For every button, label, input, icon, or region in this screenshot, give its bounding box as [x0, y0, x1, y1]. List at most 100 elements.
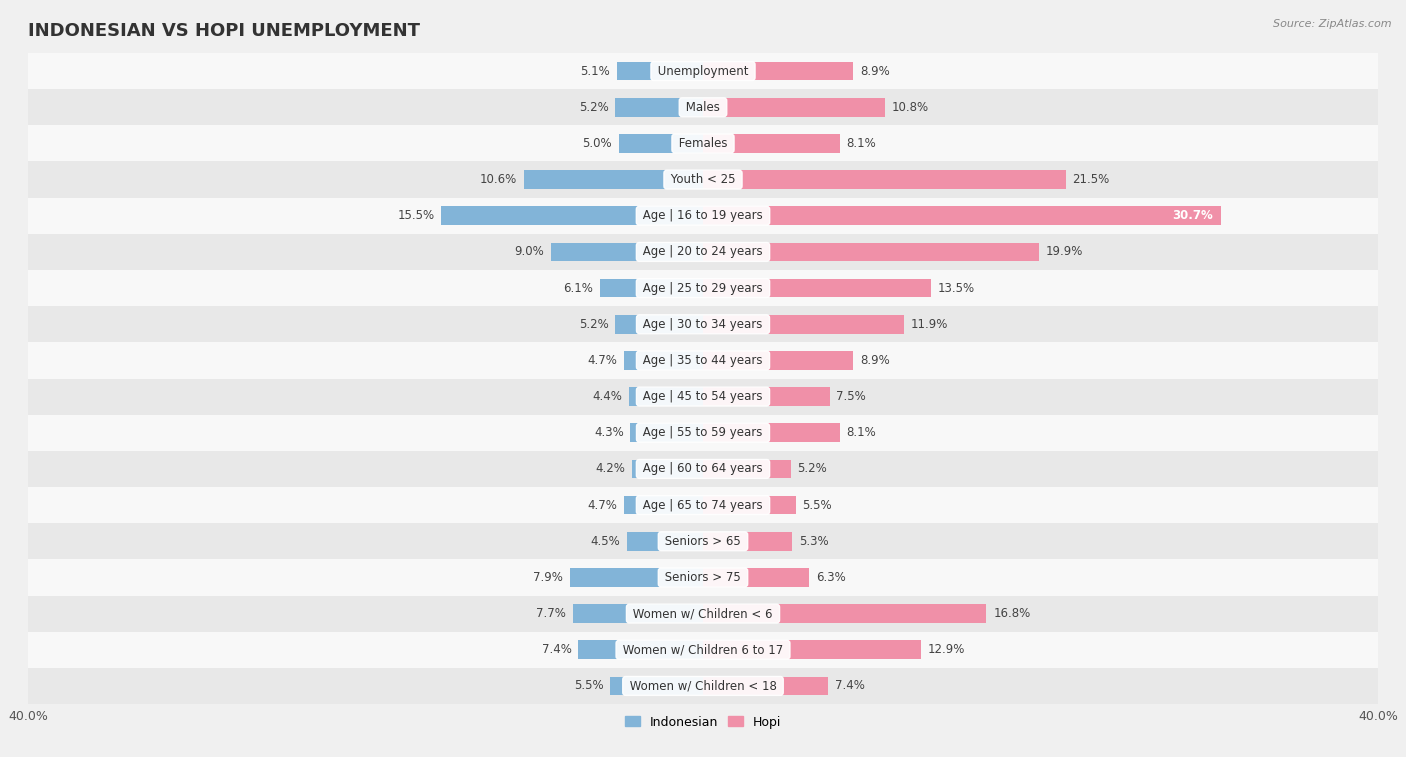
- Bar: [628, 387, 703, 406]
- Text: 4.5%: 4.5%: [591, 534, 620, 548]
- Bar: [703, 279, 931, 298]
- Bar: [28, 198, 1378, 234]
- Text: 5.1%: 5.1%: [581, 64, 610, 77]
- Text: 19.9%: 19.9%: [1046, 245, 1083, 258]
- Text: 15.5%: 15.5%: [398, 209, 434, 223]
- Bar: [28, 270, 1378, 306]
- Text: 9.0%: 9.0%: [515, 245, 544, 258]
- Bar: [28, 559, 1378, 596]
- Text: 5.2%: 5.2%: [579, 101, 609, 114]
- Bar: [627, 532, 703, 550]
- Text: Age | 55 to 59 years: Age | 55 to 59 years: [640, 426, 766, 439]
- Bar: [619, 134, 703, 153]
- Bar: [28, 342, 1378, 378]
- Text: 5.0%: 5.0%: [582, 137, 612, 150]
- Bar: [703, 604, 987, 623]
- Text: 5.5%: 5.5%: [574, 680, 603, 693]
- Text: 4.4%: 4.4%: [592, 390, 621, 403]
- Bar: [28, 234, 1378, 270]
- Text: 12.9%: 12.9%: [928, 643, 965, 656]
- Text: Age | 65 to 74 years: Age | 65 to 74 years: [640, 499, 766, 512]
- Bar: [703, 387, 830, 406]
- Bar: [28, 306, 1378, 342]
- Bar: [703, 496, 796, 515]
- Bar: [28, 523, 1378, 559]
- Bar: [524, 170, 703, 189]
- Text: 13.5%: 13.5%: [938, 282, 974, 294]
- Bar: [574, 604, 703, 623]
- Bar: [569, 568, 703, 587]
- Text: 11.9%: 11.9%: [911, 318, 948, 331]
- Text: 5.5%: 5.5%: [803, 499, 832, 512]
- Bar: [28, 596, 1378, 631]
- Bar: [28, 378, 1378, 415]
- Bar: [617, 61, 703, 80]
- Bar: [441, 207, 703, 225]
- Bar: [616, 98, 703, 117]
- Bar: [28, 126, 1378, 161]
- Bar: [28, 451, 1378, 487]
- Text: 5.2%: 5.2%: [579, 318, 609, 331]
- Text: Males: Males: [682, 101, 724, 114]
- Bar: [703, 207, 1220, 225]
- Text: Seniors > 75: Seniors > 75: [661, 571, 745, 584]
- Bar: [703, 315, 904, 334]
- Bar: [610, 677, 703, 696]
- Bar: [703, 98, 886, 117]
- Text: Seniors > 65: Seniors > 65: [661, 534, 745, 548]
- Bar: [703, 242, 1039, 261]
- Text: 5.2%: 5.2%: [797, 463, 827, 475]
- Bar: [28, 53, 1378, 89]
- Text: 10.8%: 10.8%: [891, 101, 929, 114]
- Bar: [633, 459, 703, 478]
- Text: Unemployment: Unemployment: [654, 64, 752, 77]
- Bar: [624, 496, 703, 515]
- Text: 5.3%: 5.3%: [799, 534, 828, 548]
- Text: Women w/ Children 6 to 17: Women w/ Children 6 to 17: [619, 643, 787, 656]
- Bar: [703, 640, 921, 659]
- Bar: [630, 423, 703, 442]
- Bar: [703, 134, 839, 153]
- Text: 7.9%: 7.9%: [533, 571, 562, 584]
- Text: 4.7%: 4.7%: [588, 354, 617, 367]
- Text: 8.9%: 8.9%: [860, 64, 890, 77]
- Text: Age | 16 to 19 years: Age | 16 to 19 years: [640, 209, 766, 223]
- Text: Source: ZipAtlas.com: Source: ZipAtlas.com: [1274, 19, 1392, 29]
- Legend: Indonesian, Hopi: Indonesian, Hopi: [620, 711, 786, 734]
- Text: 7.7%: 7.7%: [537, 607, 567, 620]
- Text: 6.3%: 6.3%: [815, 571, 846, 584]
- Text: 8.9%: 8.9%: [860, 354, 890, 367]
- Bar: [28, 89, 1378, 126]
- Text: Age | 35 to 44 years: Age | 35 to 44 years: [640, 354, 766, 367]
- Text: Age | 45 to 54 years: Age | 45 to 54 years: [640, 390, 766, 403]
- Text: Women w/ Children < 18: Women w/ Children < 18: [626, 680, 780, 693]
- Text: 10.6%: 10.6%: [481, 173, 517, 186]
- Bar: [703, 423, 839, 442]
- Bar: [703, 351, 853, 370]
- Text: 8.1%: 8.1%: [846, 137, 876, 150]
- Bar: [703, 532, 793, 550]
- Text: Age | 20 to 24 years: Age | 20 to 24 years: [640, 245, 766, 258]
- Text: Age | 60 to 64 years: Age | 60 to 64 years: [640, 463, 766, 475]
- Bar: [624, 351, 703, 370]
- Bar: [616, 315, 703, 334]
- Bar: [28, 415, 1378, 451]
- Text: 7.5%: 7.5%: [837, 390, 866, 403]
- Text: Women w/ Children < 6: Women w/ Children < 6: [630, 607, 776, 620]
- Bar: [703, 568, 810, 587]
- Text: 7.4%: 7.4%: [541, 643, 571, 656]
- Bar: [703, 459, 790, 478]
- Bar: [703, 677, 828, 696]
- Bar: [28, 668, 1378, 704]
- Text: Females: Females: [675, 137, 731, 150]
- Bar: [703, 170, 1066, 189]
- Text: Youth < 25: Youth < 25: [666, 173, 740, 186]
- Bar: [703, 61, 853, 80]
- Bar: [600, 279, 703, 298]
- Text: 6.1%: 6.1%: [564, 282, 593, 294]
- Bar: [551, 242, 703, 261]
- Text: 21.5%: 21.5%: [1073, 173, 1109, 186]
- Bar: [28, 631, 1378, 668]
- Text: 7.4%: 7.4%: [835, 680, 865, 693]
- Bar: [28, 487, 1378, 523]
